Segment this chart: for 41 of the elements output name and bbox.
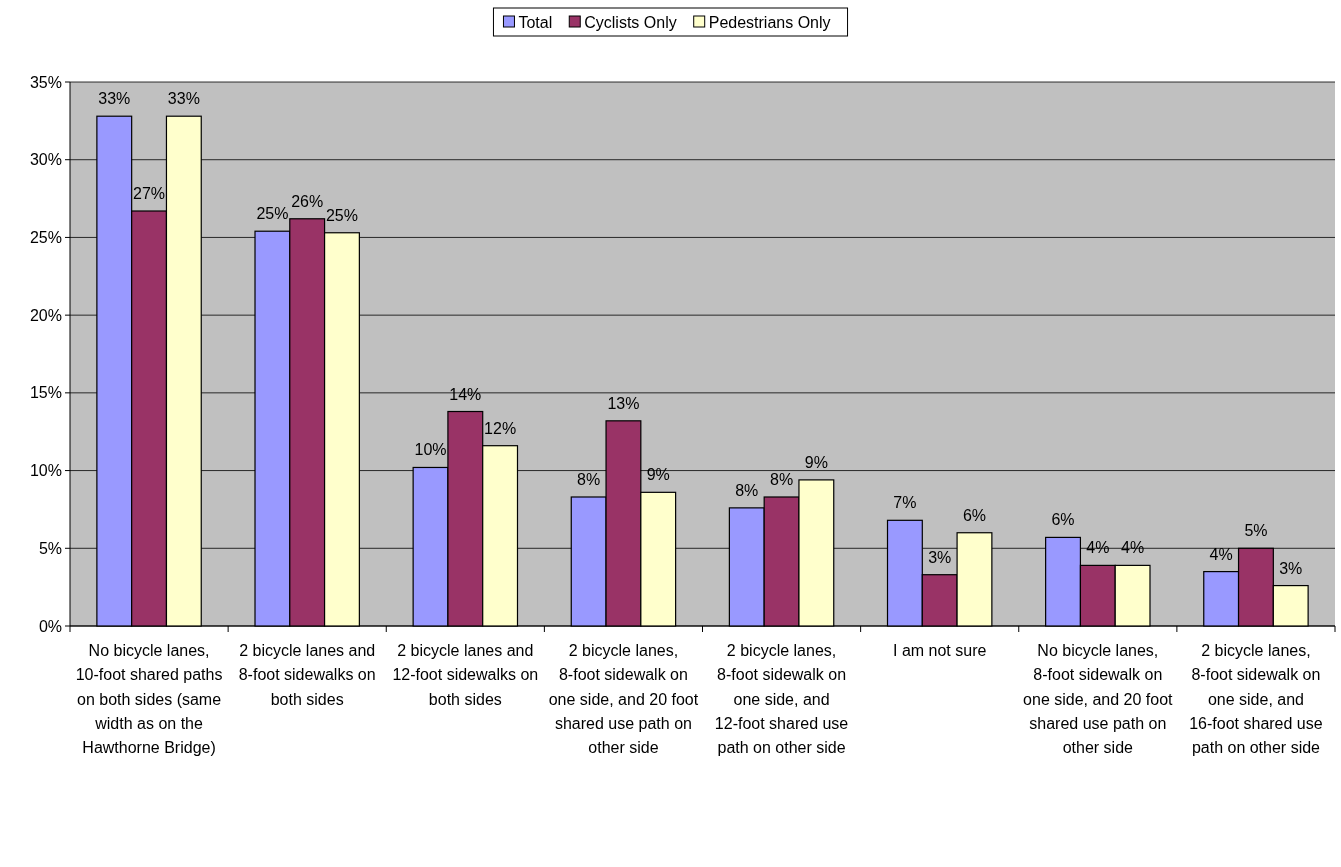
x-tick-label: I am not sure [893,642,987,659]
data-label: 10% [414,441,447,459]
legend-label: Cyclists Only [584,13,677,31]
data-label: 13% [607,394,640,412]
y-tick-label: 25% [29,229,62,247]
y-tick-label: 5% [38,539,62,557]
y-tick-label: 20% [29,306,62,324]
y-tick-label: 30% [29,151,62,169]
data-label: 14% [449,385,482,403]
data-label: 3% [928,548,952,566]
data-label: 7% [893,494,917,512]
data-label: 27% [133,185,166,203]
data-label: 25% [256,205,289,223]
data-label: 12% [484,419,517,437]
x-tick-label: No bicycle lanes, 8-foot sidewalk on one side, and 20 foot shared use path on other side [1023,642,1174,757]
legend-label: Total [518,13,553,31]
data-label: 25% [325,206,358,224]
data-label: 8% [770,470,794,488]
x-tick-label: 2 bicycle lanes and 12-foot sidewalks on both sides [392,642,539,708]
data-label: 6% [962,506,987,524]
x-tick-label: 2 bicycle lanes, 8-foot sidewalk on one side, and 20 foot shared use path on other side [548,642,699,757]
y-tick-label: 15% [29,384,62,402]
data-label: 6% [1051,511,1075,529]
data-label: 8% [577,470,601,488]
x-tick-label: 2 bicycle lanes, 8-foot sidewalk on one side, and 16-foot shared use path on other side [1189,642,1323,757]
data-label: 5% [1244,522,1268,540]
data-label: 8% [735,481,759,499]
data-label: 3% [1279,559,1303,577]
y-tick-label: 35% [29,73,62,91]
data-label: 26% [291,192,324,210]
data-label: 9% [804,453,828,471]
y-tick-label: 10% [29,462,62,480]
x-tick-label: 2 bicycle lanes, 8-foot sidewalk on one side, and 12-foot shared use path on other side [714,642,849,757]
legend-label: Pedestrians Only [708,13,831,31]
data-label: 4% [1209,545,1233,563]
y-tick-label: 0% [38,617,62,635]
x-tick-label: No bicycle lanes, 10-foot shared paths on both sides (same width as on the Hawthorne Bridge) [75,642,223,757]
x-tick-label: 2 bicycle lanes and 8-foot sidewalks on both sides [238,642,376,708]
data-label: 33% [98,90,131,108]
data-label: 33% [167,90,200,108]
data-label: 9% [646,466,670,484]
